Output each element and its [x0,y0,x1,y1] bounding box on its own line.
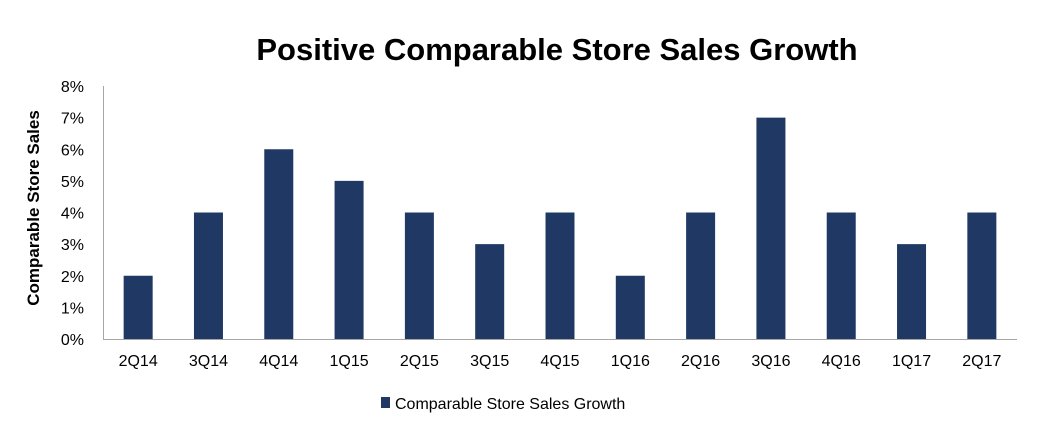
x-tick-label: 3Q15 [470,353,509,370]
x-tick-label: 4Q15 [540,353,579,370]
legend-label: Comparable Store Sales Growth [395,396,625,413]
bar [475,244,505,339]
y-tick-label: 0% [61,332,84,349]
y-tick-label: 5% [61,174,84,191]
y-tick-label: 1% [61,300,84,317]
y-tick-label: 4% [61,206,84,223]
x-tick-label: 4Q16 [822,353,861,370]
bar [334,180,364,339]
bar-series [123,117,997,339]
bar [193,212,223,339]
y-axis-label: Comparable Store Sales [24,110,43,306]
y-tick-label: 6% [61,142,84,159]
x-axis-ticks: 2Q14 3Q14 4Q14 1Q15 2Q15 3Q15 4Q15 1Q16 2Q16 3Q16… [119,353,1002,370]
y-axis-ticks: 0% 1% 2% 3% 4% 5% 6% 7% 8% [61,79,84,349]
legend-swatch [381,397,390,408]
bar [545,212,575,339]
x-tick-label: 4Q14 [259,353,298,370]
x-tick-label: 2Q14 [119,353,158,370]
y-tick-label: 7% [61,111,84,128]
x-tick-label: 3Q14 [189,353,228,370]
x-tick-label: 3Q16 [751,353,790,370]
x-tick-label: 2Q17 [962,353,1001,370]
x-tick-label: 2Q15 [400,353,439,370]
x-tick-label: 1Q15 [330,353,369,370]
bar [826,212,856,339]
bar [615,275,645,339]
bar [686,212,716,339]
y-tick-label: 3% [61,237,84,254]
bar [264,149,294,339]
bar [967,212,997,339]
bar [404,212,434,339]
x-tick-label: 1Q16 [611,353,650,370]
x-tick-label: 2Q16 [681,353,720,370]
y-tick-label: 8% [61,79,84,96]
bar [123,275,153,339]
x-tick-label: 1Q17 [892,353,931,370]
bar [756,117,786,339]
y-tick-label: 2% [61,269,84,286]
bar [897,244,927,339]
legend: Comparable Store Sales Growth [381,396,625,413]
chart-title: Positive Comparable Store Sales Growth [256,32,857,67]
